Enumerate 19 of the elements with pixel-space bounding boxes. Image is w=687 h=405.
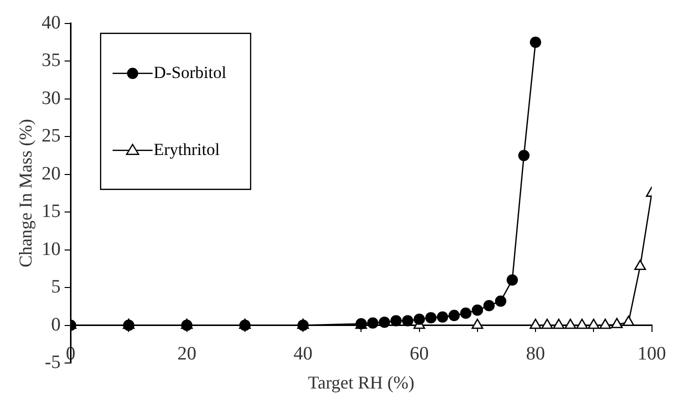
x-tick-label: 40 <box>294 344 313 365</box>
x-tick-label: 100 <box>638 344 666 365</box>
y-tick-label: 0 <box>51 314 61 336</box>
x-tick-label: 20 <box>177 344 196 365</box>
x-tick-label: 60 <box>410 344 429 365</box>
y-tick-label: 35 <box>42 50 61 72</box>
legend-label: Erythritol <box>154 140 220 159</box>
legend-label: D-Sorbitol <box>154 62 227 82</box>
y-tick-label: 10 <box>42 238 61 260</box>
y-tick-label: 20 <box>42 163 61 184</box>
x-tick-label: 80 <box>526 344 546 365</box>
y-tick-label: -5 <box>44 352 61 373</box>
y-tick-label: 30 <box>42 88 61 109</box>
y-tick-label: 40 <box>42 12 61 34</box>
y-tick-label: 25 <box>42 126 61 147</box>
y-axis-title: Change In Mass (%) <box>16 118 36 268</box>
x-axis-title: Target RH (%) <box>308 372 414 393</box>
y-tick-label: 5 <box>51 276 61 298</box>
y-tick-label: 15 <box>42 201 61 222</box>
